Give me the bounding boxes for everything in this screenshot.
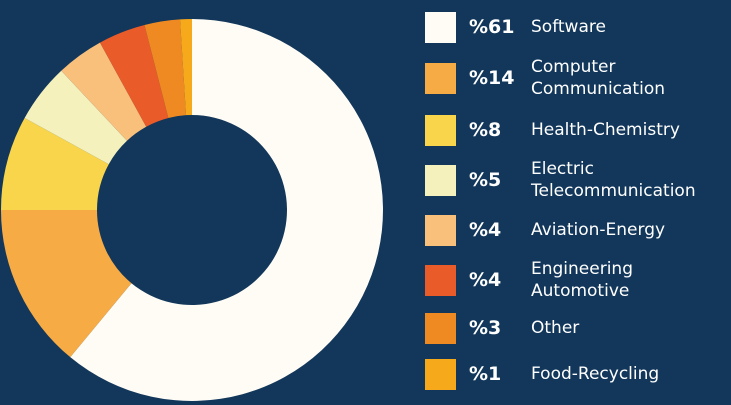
legend-label: Other [531,318,580,338]
legend-label: Electric Telecommunication [531,159,696,201]
legend-swatch [425,114,456,146]
legend-label: Food-Recycling [531,364,660,384]
legend-value: %8 [469,119,502,141]
legend-value: %1 [469,363,502,385]
legend-swatch [425,62,456,94]
legend-item: %8 Health-Chemistry [425,108,721,152]
legend-swatch [425,214,456,246]
legend-value: %61 [469,16,515,38]
legend-item: %14 Computer Communication [425,56,721,100]
legend-swatch [425,358,456,390]
legend-label: Aviation-Energy [531,220,666,240]
legend-value: %4 [469,219,502,241]
donut-segment [99,25,169,127]
legend-value: %3 [469,317,502,339]
legend-label: Computer Communication [531,57,665,99]
donut-segment [144,19,187,118]
legend-value: %5 [469,169,502,191]
donut-segment [24,70,127,165]
legend-item: %4 Engineering Automotive [425,258,721,302]
legend-item: %5 Electric Telecommunication [425,158,721,202]
legend-item: %3 Other [425,306,721,350]
legend-label: Engineering Automotive [531,259,633,301]
donut-segment [180,19,192,116]
legend-item: %4 Aviation-Energy [425,208,721,252]
legend-value: %14 [469,67,515,89]
legend-label: Health-Chemistry [531,120,680,140]
legend-swatch [425,312,456,344]
donut-segment [0,210,132,358]
legend-swatch [425,264,456,296]
legend-item: %61 Software [425,5,721,49]
legend-label: Software [531,17,606,37]
donut-segment [1,117,109,210]
donut-segment [61,42,147,141]
donut-segment [70,19,383,401]
legend-item: %1 Food-Recycling [425,352,721,396]
legend-value: %4 [469,269,502,291]
legend-swatch [425,11,456,43]
legend-swatch [425,164,456,196]
